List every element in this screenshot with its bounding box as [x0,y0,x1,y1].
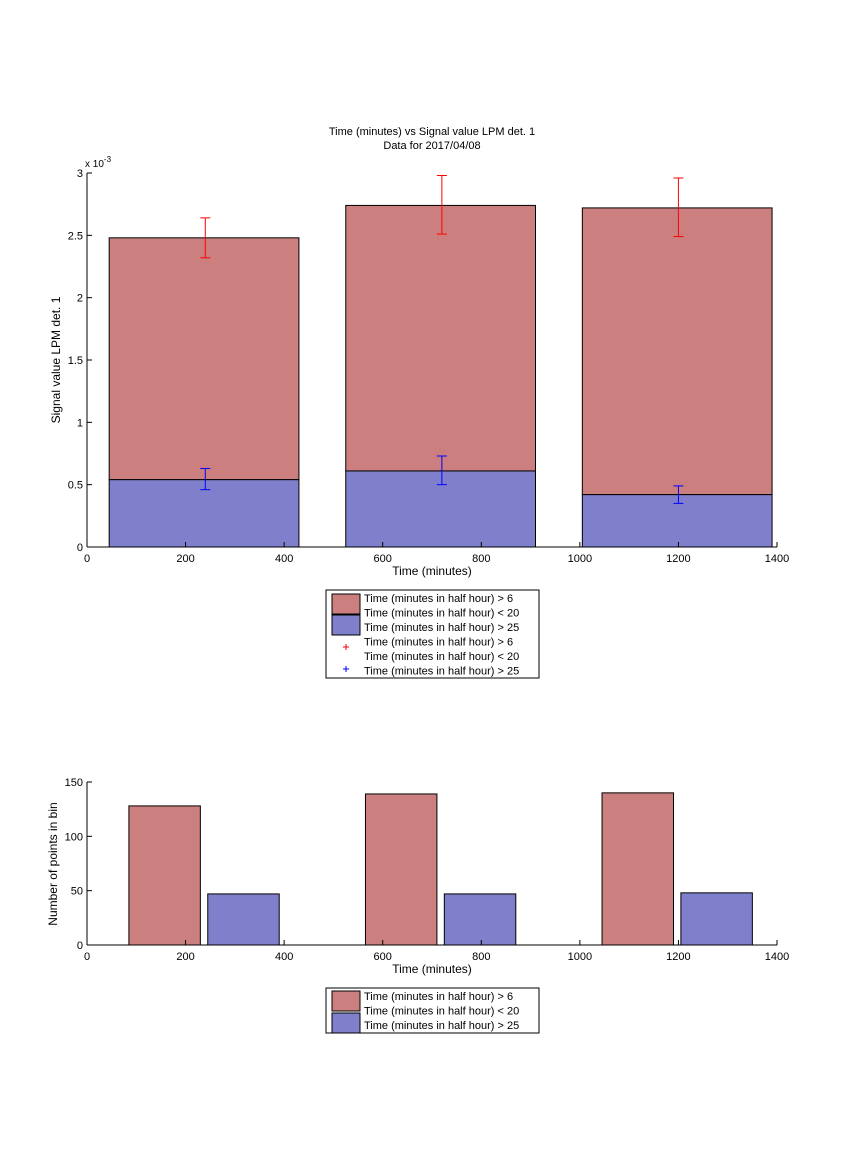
x-tick-label: 0 [84,951,90,963]
chart2-bars [128,792,753,946]
bar-red-segment [581,207,773,496]
chart1-y-exponent-power: -3 [104,155,112,164]
y-tick-label: 100 [65,831,83,843]
legend-entry: Time (minutes in half hour) < 20 [364,608,519,620]
legend-entry: Time (minutes in half hour) > 6 [364,991,513,1003]
y-tick-label: 0.5 [68,480,83,492]
legend-box [325,589,540,679]
chart1-ylabel: Signal value LPM det. 1 [49,296,63,423]
x-tick-label: 1400 [765,951,789,963]
chart1-legend: Time (minutes in half hour) > 6 Time (min… [325,589,540,679]
x-tick-label: 200 [176,951,194,963]
legend-swatch [331,1012,361,1034]
chart2-x-ticks: 0 200 400 600 800 1000 1200 1400 [84,940,789,963]
legend-entry: Time (minutes in half hour) > 25 [364,1020,519,1032]
chart1-title: Time (minutes) vs Signal value LPM det. … [329,126,535,138]
y-tick-label: 150 [65,777,83,789]
x-tick-label: 400 [275,553,293,565]
y-tick-label: 1 [77,417,83,429]
legend-swatch [331,614,361,636]
legend-box [325,987,540,1034]
chart1-xlabel: Time (minutes) [392,564,472,578]
x-tick-label: 1200 [666,553,690,565]
bar-blue [443,893,517,946]
bar-red-segment [108,237,300,481]
y-tick-label: 0 [77,940,83,952]
x-tick-label: 0 [84,553,90,565]
legend-entry: Time (minutes in half hour) < 20 [364,651,519,663]
x-tick-label: 1200 [666,951,690,963]
chart2-xlabel: Time (minutes) [392,962,472,976]
bar-red [364,793,438,946]
legend-entry: Time (minutes in half hour) > 6 [364,637,513,649]
chart2-y-ticks: 0 50 100 150 [65,777,92,952]
x-tick-label: 600 [374,951,392,963]
x-tick-label: 600 [374,553,392,565]
bar-blue-segment [581,494,773,548]
chart2-legend: Time (minutes in half hour) > 6 Time (min… [325,987,540,1034]
legend-swatch [331,593,361,615]
y-tick-label: 3 [77,168,83,180]
chart1-x-ticks: 0 200 400 600 800 1000 1200 1400 [84,542,789,565]
chart1-y-ticks: 0 0.5 1 1.5 2 2.5 3 [68,168,92,554]
bar-blue [207,893,280,946]
y-tick-label: 50 [71,886,83,898]
chart1-errorbars [200,174,684,504]
chart1-subtitle: Data for 2017/04/08 [383,140,480,152]
x-tick-label: 400 [275,951,293,963]
chart1-y-exponent-base: x 10 [85,159,104,170]
chart2-ylabel: Number of points in bin [46,802,60,925]
signal-chart: Time (minutes) vs Signal value LPM det. … [49,126,789,679]
x-tick-label: 1000 [568,553,592,565]
legend-entry: Time (minutes in half hour) > 6 [364,593,513,605]
legend-entry: Time (minutes in half hour) > 25 [364,666,519,678]
x-tick-label: 1400 [765,553,789,565]
legend-entry: Time (minutes in half hour) < 20 [364,1006,519,1018]
bar-blue-segment [345,470,536,548]
chart2-axes [86,782,777,946]
bar-red [601,792,674,946]
x-tick-label: 1000 [568,951,592,963]
y-tick-label: 1.5 [68,355,83,367]
chart1-y-exponent: x 10-3 [85,155,112,170]
bar-red-segment [345,204,536,472]
bar-blue [680,892,753,946]
x-tick-label: 800 [472,553,490,565]
y-tick-label: 2 [77,293,83,305]
legend-entry: Time (minutes in half hour) > 25 [364,622,519,634]
count-chart: 0 200 400 600 800 1000 1200 1400 0 50 100 150 Time… [46,777,789,1034]
y-tick-label: 2.5 [68,230,83,242]
x-tick-label: 800 [472,951,490,963]
bar-blue-segment [108,479,300,548]
bar-red [128,805,201,946]
x-tick-label: 200 [176,553,194,565]
legend-swatch [331,990,361,1012]
chart1-bars [108,204,773,548]
y-tick-label: 0 [77,542,83,554]
